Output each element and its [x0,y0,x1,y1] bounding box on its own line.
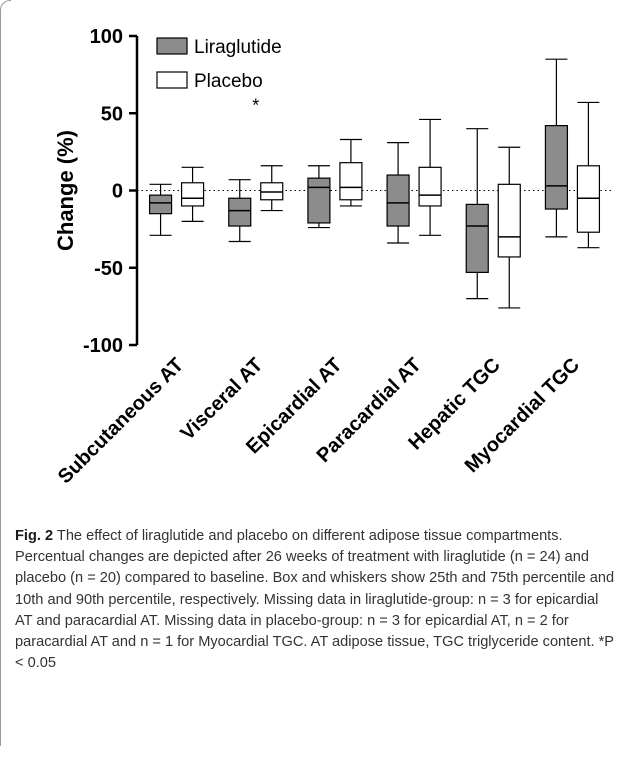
box [386,174,410,227]
legend-label: Placebo [194,71,263,92]
y-tick-label: 100 [90,26,123,48]
figure-frame [0,0,11,746]
box [576,165,601,233]
x-tick-label: Subcutaneous AT [54,354,188,488]
y-tick-label: 0 [112,181,123,203]
box [148,194,173,215]
y-tick-label: -100 [83,335,123,357]
box [465,203,489,273]
legend-label: Liraglutide [194,37,282,58]
figure-caption: Fig. 2 The effect of liraglutide and pla… [15,526,615,674]
box [180,182,205,207]
caption-text: The effect of liraglutide and placebo on… [15,528,615,672]
box [260,182,284,201]
caption-label: Fig. 2 [15,528,54,544]
box [339,162,363,201]
box [307,177,331,224]
legend-swatch [156,37,188,55]
box [418,166,442,207]
y-axis-title: Change (%) [53,130,78,251]
box [544,125,569,210]
legend-swatch [156,71,188,89]
y-tick-label: 50 [101,103,123,125]
significance-asterisk: * [252,96,259,116]
y-tick-label: -50 [94,258,123,280]
box [497,183,521,258]
box [228,197,252,227]
